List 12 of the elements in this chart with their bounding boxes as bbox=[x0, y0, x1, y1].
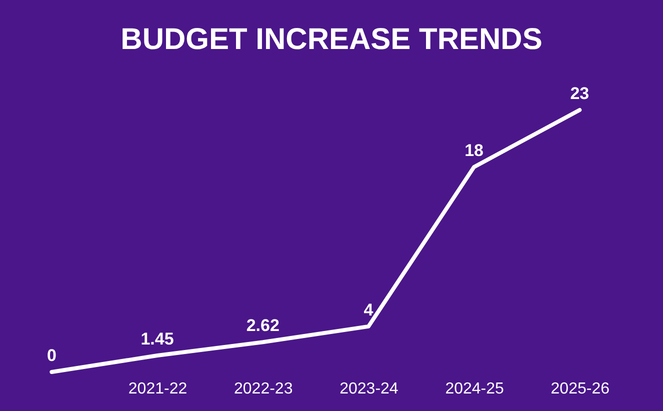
data-label: 23 bbox=[570, 84, 590, 103]
x-tick-label: 2024-25 bbox=[445, 380, 504, 398]
data-label: 2.62 bbox=[246, 316, 280, 336]
x-tick-label: 2025-26 bbox=[550, 380, 610, 398]
x-tick-label: 2022-23 bbox=[234, 380, 293, 398]
chart-title: BUDGET INCREASE TRENDS bbox=[120, 23, 542, 56]
data-label: 0 bbox=[46, 346, 56, 365]
x-tick-label: 2023-24 bbox=[340, 380, 398, 398]
data-label: 1.45 bbox=[140, 329, 174, 348]
data-label: 4 bbox=[364, 300, 374, 320]
data-label: 18 bbox=[464, 140, 484, 160]
x-tick-label: 2021-22 bbox=[128, 380, 188, 398]
